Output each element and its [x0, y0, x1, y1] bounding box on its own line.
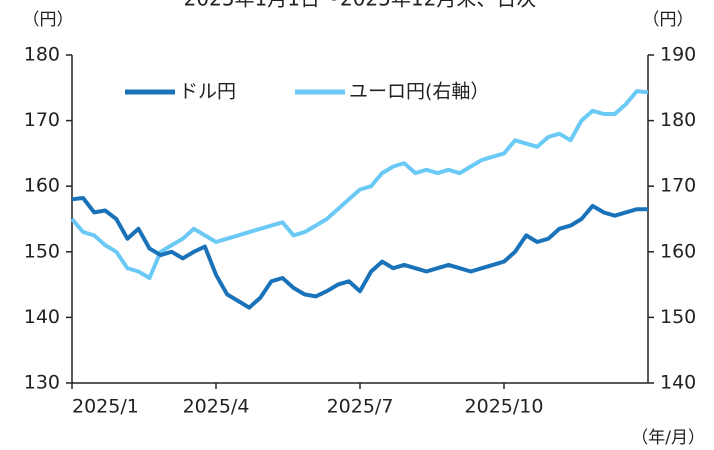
- series-line: [70, 89, 649, 280]
- y-axis-label: （円）: [23, 10, 74, 30]
- x-tick-label: 2025/4: [183, 396, 250, 418]
- y2-tick-label: 180: [660, 109, 696, 131]
- y-tick-label: 140: [24, 306, 60, 328]
- y2-tick-label: 170: [660, 175, 696, 197]
- series-line: [71, 196, 648, 310]
- y-tick-label: 150: [24, 240, 60, 262]
- y-tick-label: 130: [24, 372, 60, 394]
- y2-tick-label: 190: [660, 44, 696, 66]
- y2-tick-label: 140: [660, 372, 696, 394]
- y2-tick-label: 160: [660, 240, 696, 262]
- legend-label: ユーロ円(右軸）: [349, 81, 489, 103]
- x-axis-label: （年/月）: [631, 428, 705, 448]
- x-tick-label: 2025/10: [465, 396, 544, 418]
- x-tick-label: 2025/1: [72, 396, 139, 418]
- y-tick-label: 170: [24, 109, 60, 131]
- legend-label: ドル円: [179, 81, 236, 103]
- x-tick-label: 2025/7: [327, 396, 394, 418]
- y2-tick-label: 150: [660, 306, 696, 328]
- y-tick-label: 160: [24, 175, 60, 197]
- y2-axis-label: （円）: [643, 10, 694, 30]
- y-tick-label: 180: [24, 44, 60, 66]
- chart-title: 2025年1月1日～2025年12月末、日次: [184, 0, 537, 11]
